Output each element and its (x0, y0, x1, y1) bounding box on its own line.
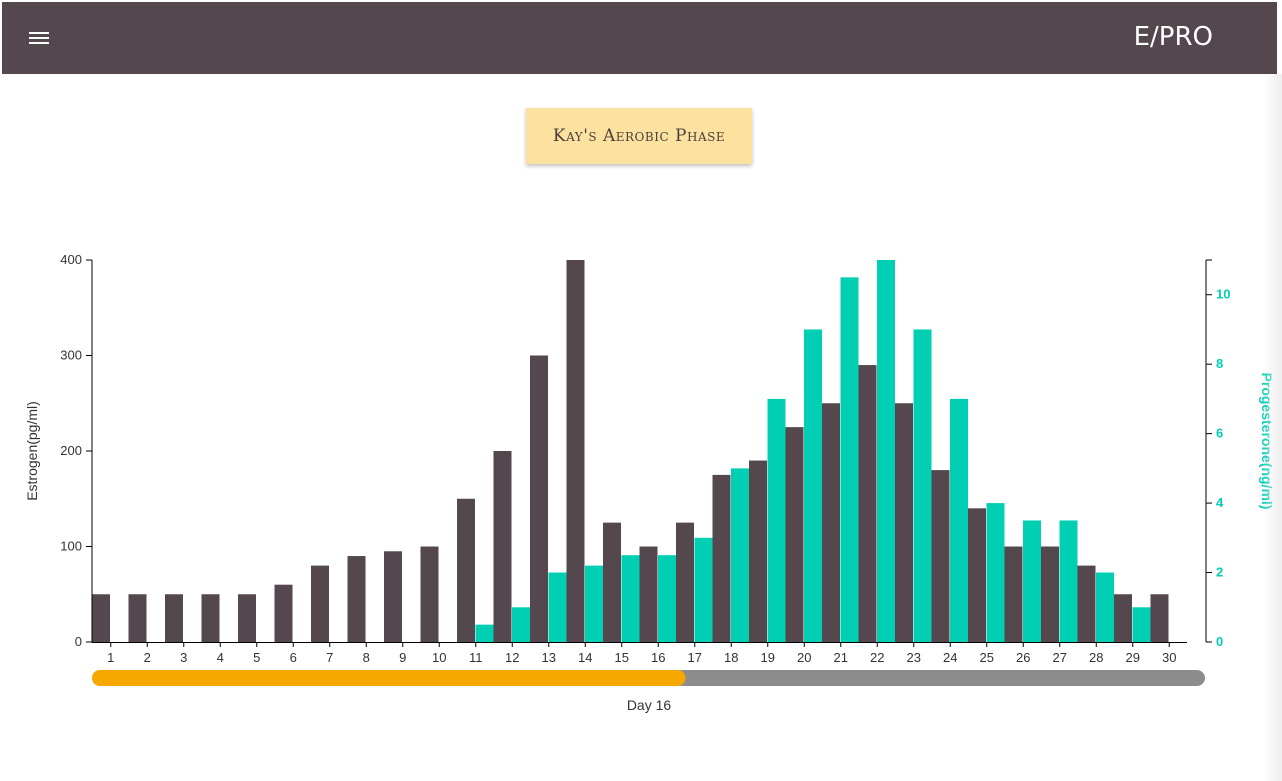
progesterone-bar-day-22 (877, 260, 895, 642)
left-axis-tick-label: 400 (60, 252, 82, 267)
progesterone-bar-day-25 (986, 503, 1005, 642)
x-axis-tick-label: 20 (797, 650, 811, 665)
x-axis-tick-label: 23 (907, 650, 921, 665)
day-slider-progress[interactable] (92, 670, 686, 686)
progesterone-bar-day-19 (767, 398, 786, 642)
estrogen-bar-day-7 (311, 565, 329, 642)
x-axis-tick-label: 9 (399, 650, 406, 665)
x-axis-tick-label: 25 (980, 650, 994, 665)
progesterone-bar-day-24 (950, 398, 968, 642)
x-axis-tick-label: 10 (432, 650, 446, 665)
progesterone-bar-day-11 (475, 624, 494, 642)
right-axis-tick-label: 8 (1216, 356, 1223, 371)
estrogen-bar-day-19 (749, 460, 767, 642)
x-axis-tick-label: 11 (469, 650, 483, 665)
estrogen-bar-day-22 (858, 365, 877, 642)
x-axis-tick-label: 15 (615, 650, 629, 665)
progesterone-bar-day-27 (1059, 520, 1078, 642)
phase-badge: Kay's Aerobic Phase (526, 108, 752, 164)
progesterone-bar-day-29 (1132, 607, 1151, 642)
x-axis-tick-label: 30 (1162, 650, 1176, 665)
progesterone-bar-day-17 (694, 537, 713, 642)
app-title: E/PRO (1133, 22, 1213, 52)
estrogen-bar-day-20 (785, 427, 804, 642)
x-axis-tick-label: 5 (253, 650, 260, 665)
progesterone-bar-day-23 (913, 329, 932, 642)
left-axis-tick-label: 100 (60, 539, 82, 554)
estrogen-bar-day-27 (1041, 546, 1059, 642)
left-axis-tick-label: 200 (60, 443, 82, 458)
progesterone-bar-day-12 (512, 607, 530, 642)
x-axis-tick-label: 27 (1053, 650, 1067, 665)
x-axis-tick-label: 12 (505, 650, 519, 665)
x-axis-tick-label: 7 (326, 650, 333, 665)
x-axis-tick-label: 22 (870, 650, 884, 665)
estrogen-bar-day-29 (1114, 594, 1132, 642)
x-axis-tick-label: 16 (651, 650, 665, 665)
progesterone-bar-day-15 (621, 555, 640, 642)
progesterone-bar-day-14 (585, 565, 603, 642)
left-axis-title: Estrogen(pg/ml) (24, 401, 40, 501)
estrogen-bar-day-5 (238, 594, 256, 642)
estrogen-bar-day-16 (639, 546, 658, 642)
estrogen-bar-day-13 (530, 355, 548, 642)
estrogen-bar-day-2 (128, 594, 147, 642)
estrogen-bar-day-15 (603, 522, 621, 642)
estrogen-bar-day-11 (457, 498, 475, 642)
estrogen-bar-day-18 (712, 474, 731, 642)
estrogen-bar-day-26 (1004, 546, 1023, 642)
x-axis-tick-label: 3 (180, 650, 187, 665)
hamburger-menu-icon[interactable] (29, 30, 49, 46)
day-slider-label: Day 16 (627, 697, 672, 713)
estrogen-bar-day-8 (347, 556, 366, 642)
estrogen-bar-day-25 (968, 508, 986, 642)
estrogen-bar-day-9 (384, 551, 402, 642)
estrogen-bar-day-10 (420, 546, 439, 642)
estrogen-bar-day-24 (931, 470, 950, 642)
estrogen-bar-day-21 (822, 403, 840, 642)
x-axis-tick-label: 28 (1089, 650, 1103, 665)
right-axis-tick-label: 0 (1216, 634, 1223, 649)
x-axis-tick-label: 17 (688, 650, 702, 665)
estrogen-bar-day-14 (566, 260, 585, 642)
x-axis-tick-label: 21 (834, 650, 848, 665)
estrogen-bar-day-30 (1150, 594, 1169, 642)
scroll-edge-shadow (1262, 74, 1282, 781)
progesterone-bar-day-28 (1096, 572, 1114, 642)
estrogen-bar-day-1 (92, 594, 110, 642)
x-axis-tick-label: 1 (107, 650, 114, 665)
left-axis-tick-label: 300 (60, 348, 82, 363)
progesterone-bar-day-20 (804, 329, 822, 642)
x-axis-tick-label: 4 (217, 650, 224, 665)
estrogen-bar-day-28 (1077, 565, 1096, 642)
right-axis-tick-label: 6 (1216, 426, 1223, 441)
right-axis-tick-label: 4 (1216, 495, 1224, 510)
x-axis-tick-label: 19 (761, 650, 775, 665)
x-axis-tick-label: 13 (542, 650, 556, 665)
progesterone-bar-day-26 (1023, 520, 1041, 642)
estrogen-bar-day-17 (676, 522, 694, 642)
x-axis-tick-label: 6 (290, 650, 297, 665)
x-axis-tick-label: 8 (363, 650, 370, 665)
estrogen-bar-day-6 (274, 584, 293, 642)
progesterone-bar-day-18 (731, 468, 749, 642)
progesterone-bar-day-21 (840, 277, 859, 642)
progesterone-bar-day-13 (548, 572, 567, 642)
x-axis-tick-label: 29 (1126, 650, 1140, 665)
estrogen-bar-day-4 (201, 594, 220, 642)
top-app-bar: E/PRO (2, 2, 1277, 74)
estrogen-bar-day-23 (895, 403, 913, 642)
right-axis-tick-label: 2 (1216, 565, 1223, 580)
x-axis-tick-label: 18 (724, 650, 738, 665)
estrogen-bar-day-12 (493, 451, 512, 642)
progesterone-bar-day-16 (658, 555, 676, 642)
x-axis-tick-label: 14 (578, 650, 592, 665)
x-axis-tick-label: 26 (1016, 650, 1030, 665)
right-axis-tick-label: 10 (1216, 287, 1230, 302)
x-axis-tick-label: 2 (144, 650, 151, 665)
estrogen-bar-day-3 (165, 594, 183, 642)
left-axis-tick-label: 0 (75, 634, 82, 649)
x-axis-tick-label: 24 (943, 650, 957, 665)
